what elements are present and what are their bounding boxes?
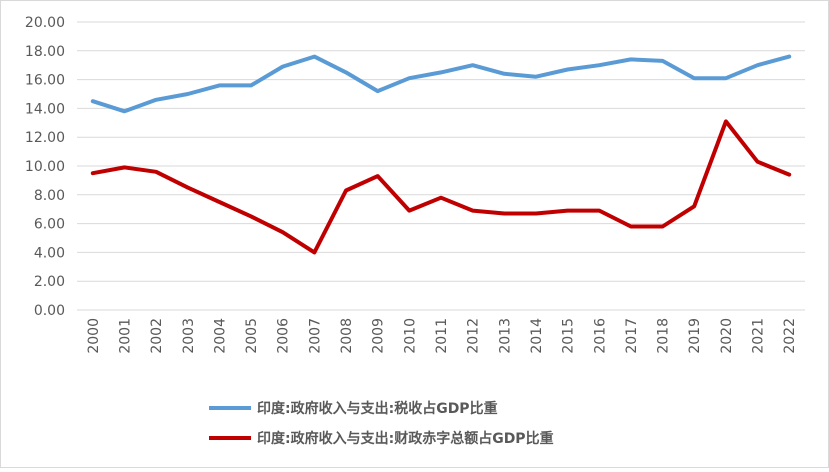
legend: 印度:政府收入与支出:税收占GDP比重印度:政府收入与支出:财政赤字总额占GDP… xyxy=(209,400,554,447)
legend-label-2: 印度:政府收入与支出:财政赤字总额占GDP比重 xyxy=(257,430,554,447)
series-line-1 xyxy=(90,54,792,114)
x-tick-label: 2008 xyxy=(339,318,355,354)
x-tick-label: 2010 xyxy=(402,318,418,354)
y-tick-label: 20.00 xyxy=(25,15,65,31)
y-axis-ticks: 0.00 2.00 4.00 6.00 8.00 10.00 12.00 14.00 16.00… xyxy=(25,15,65,319)
legend-label-1: 印度:政府收入与支出:税收占GDP比重 xyxy=(257,400,498,417)
y-tick-label: 10.00 xyxy=(25,159,65,175)
y-tick-label: 0.00 xyxy=(34,303,65,319)
y-tick-label: 18.00 xyxy=(25,44,65,60)
x-tick-label: 2017 xyxy=(624,318,640,354)
x-tick-label: 2014 xyxy=(529,318,545,354)
x-tick-label: 2001 xyxy=(117,318,133,354)
y-tick-label: 12.00 xyxy=(25,130,65,146)
x-tick-label: 2018 xyxy=(656,318,672,354)
x-tick-label: 2016 xyxy=(592,318,608,354)
y-tick-label: 6.00 xyxy=(34,217,65,233)
x-tick-label: 2013 xyxy=(497,318,513,354)
x-tick-label: 2020 xyxy=(719,318,735,354)
series-line-2 xyxy=(90,119,792,255)
x-tick-label: 2005 xyxy=(244,318,260,354)
x-tick-label: 2009 xyxy=(371,318,387,354)
x-tick-label: 2002 xyxy=(149,318,165,354)
x-tick-label: 2015 xyxy=(561,318,577,354)
x-tick-label: 2007 xyxy=(307,318,323,354)
y-tick-label: 16.00 xyxy=(25,73,65,89)
x-tick-label: 2019 xyxy=(687,318,703,354)
x-tick-label: 2006 xyxy=(276,318,292,354)
x-tick-label: 2003 xyxy=(181,318,197,354)
x-tick-label: 2022 xyxy=(782,318,798,354)
y-tick-label: 8.00 xyxy=(34,188,65,204)
y-tick-label: 4.00 xyxy=(34,245,65,261)
y-tick-label: 14.00 xyxy=(25,101,65,117)
x-tick-label: 2021 xyxy=(751,318,767,354)
gridlines xyxy=(77,21,805,311)
x-tick-label: 2012 xyxy=(466,318,482,354)
x-tick-label: 2011 xyxy=(434,318,450,354)
y-tick-label: 2.00 xyxy=(34,274,65,290)
x-tick-label: 2000 xyxy=(86,318,102,354)
x-axis-ticks: 2000 2001 2002 2003 2004 2005 2006 2007 2008 2009… xyxy=(86,318,798,354)
series-lines xyxy=(90,54,792,255)
x-tick-label: 2004 xyxy=(212,318,228,354)
